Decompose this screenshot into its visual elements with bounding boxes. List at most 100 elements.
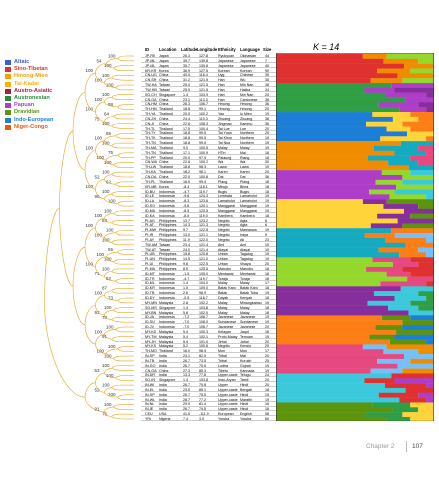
tree-branch — [115, 377, 123, 381]
admixture-row — [276, 412, 434, 418]
cell-location: India — [159, 387, 167, 392]
cell-language: Iu Mien — [240, 112, 252, 117]
tree-branch — [84, 72, 96, 93]
cell-id: CEU — [145, 412, 153, 417]
cell-longitude: 77.2 — [199, 397, 206, 402]
tree-branch — [84, 150, 96, 170]
tree-branch — [113, 162, 123, 166]
table-row: PI-UN Philippines 14.5 121.0 Urban Tagalog 19 — [141, 257, 276, 262]
table-row: CN-UG China 40.0 116.4 Uyg Chinese 35 — [141, 73, 276, 78]
cell-location: Thailand — [159, 131, 173, 136]
legend-swatch — [5, 103, 11, 109]
admixture-segment — [276, 363, 398, 369]
table-row: JP-ML Japan 35.7 139.8 Japanese Japanese 40 — [141, 64, 276, 68]
cell-location: China — [159, 175, 169, 179]
bootstrap-value: 100 — [95, 329, 103, 334]
cell-id: ID-KR — [145, 286, 155, 291]
admixture-row — [276, 228, 434, 234]
cell-latitude: 36.9 — [183, 68, 190, 73]
cell-location: China — [159, 368, 169, 373]
cell-latitude: 22.0 — [183, 175, 190, 179]
admixture-row — [276, 378, 434, 384]
admixture-segment — [418, 102, 434, 108]
cell-location: Thailand — [159, 145, 173, 150]
cell-latitude: 23.0 — [183, 387, 190, 392]
admixture-row — [276, 160, 434, 166]
admixture-segment — [276, 63, 404, 69]
tree-branch — [95, 217, 105, 228]
tree-branch — [115, 133, 125, 136]
admixture-row — [276, 237, 434, 243]
cell-language: Hindi — [240, 383, 249, 388]
table-row: ID-LE Indonesia -9.6 124.3 Lembata Lamaholot 1… — [141, 194, 276, 199]
bootstrap-value: 76 — [102, 412, 108, 417]
admixture-segment — [276, 189, 370, 195]
cell-location: Thailand — [159, 141, 173, 146]
cell-size: 18 — [265, 296, 269, 300]
cell-ethnicity: Yao — [218, 112, 225, 117]
cell-location: Indonesia — [159, 291, 175, 296]
cell-longitude: 139.8 — [199, 58, 208, 63]
cell-location: Japan — [159, 63, 169, 68]
table-row: SG-IN Singapore 1.4 103.8 Indo-Aryan Tamil 20 — [141, 378, 276, 383]
table-row: TW-AT Taiwan 24.0 121.4 Atayal Atayal 10 — [141, 248, 276, 252]
cell-ethnicity: Urban — [218, 257, 228, 262]
cell-longitude: 102.0 — [199, 310, 208, 315]
admixture-segment — [276, 383, 386, 389]
cell-language: Manggarai — [240, 204, 257, 209]
cell-ethnicity: Malay — [218, 145, 228, 150]
table-row: PI-UI Philippines 9.8 122.5 Urban Visaya 20 — [141, 262, 276, 267]
header-language: Language — [240, 47, 260, 52]
cell-longitude: 98.9 — [199, 349, 206, 354]
tree-branch — [95, 343, 107, 354]
cell-latitude: -9.6 — [183, 194, 190, 199]
cell-language: Tagalog — [240, 252, 253, 257]
tree-branch — [95, 140, 105, 151]
cell-id: PI-MW — [145, 228, 156, 233]
admixture-segment — [410, 112, 434, 118]
cell-ethnicity: Negrito — [218, 237, 230, 242]
admixture-segment — [276, 349, 384, 355]
cell-location: Thailand — [159, 107, 173, 112]
cell-ethnicity: Tai Yuan — [218, 131, 232, 136]
tree-branch — [111, 387, 119, 391]
cell-language: Kannada — [240, 368, 255, 373]
cell-size: 34 — [265, 87, 269, 92]
cell-latitude: 18.8 — [183, 131, 190, 136]
cell-language: Javanese — [240, 315, 256, 320]
admixture-segment — [397, 73, 434, 79]
tree-branch — [113, 116, 121, 120]
tree-branch — [111, 97, 119, 100]
admixture-segment — [397, 218, 434, 224]
tree-branch — [111, 193, 119, 197]
admixture-segment — [375, 325, 403, 331]
cell-latitude: 13.7 — [183, 218, 190, 223]
table-row: MY-TM Malaysia 5.4 102.1 Proto-Malay Temuan 19 — [141, 335, 276, 339]
tree-branch — [106, 256, 115, 262]
table-row: IN-DR India 13.3 77.8 Upper-caste Telugu 24 — [141, 373, 276, 378]
cell-longitude: 120.5 — [199, 208, 208, 213]
cell-ethnicity: Japanese — [218, 58, 234, 63]
legend-swatch — [5, 74, 11, 80]
admixture-row — [276, 383, 434, 389]
tree-branch — [84, 92, 96, 112]
admixture-segment — [418, 291, 434, 297]
admixture-segment — [276, 252, 400, 258]
cell-language: Visaya — [240, 262, 251, 267]
cell-language: Wa — [240, 160, 246, 165]
admixture-segment — [276, 87, 365, 93]
bootstrap-value: 100 — [102, 383, 110, 388]
cell-latitude: 26.7 — [183, 358, 190, 363]
admixture-segment — [377, 358, 411, 364]
admixture-segment — [403, 208, 434, 214]
admixture-row — [276, 92, 434, 98]
cell-ethnicity: Lawa — [218, 165, 227, 170]
cell-id: MY-KS — [145, 344, 157, 349]
cell-language: Min Nan — [240, 92, 254, 97]
admixture-segment — [276, 237, 386, 243]
tree-branch — [111, 384, 121, 388]
cell-language: Bima — [240, 184, 249, 189]
cell-longitude: 119.7 — [199, 276, 208, 281]
cell-ethnicity: Manobo — [218, 266, 231, 271]
bootstrap-value: 75 — [95, 116, 101, 121]
